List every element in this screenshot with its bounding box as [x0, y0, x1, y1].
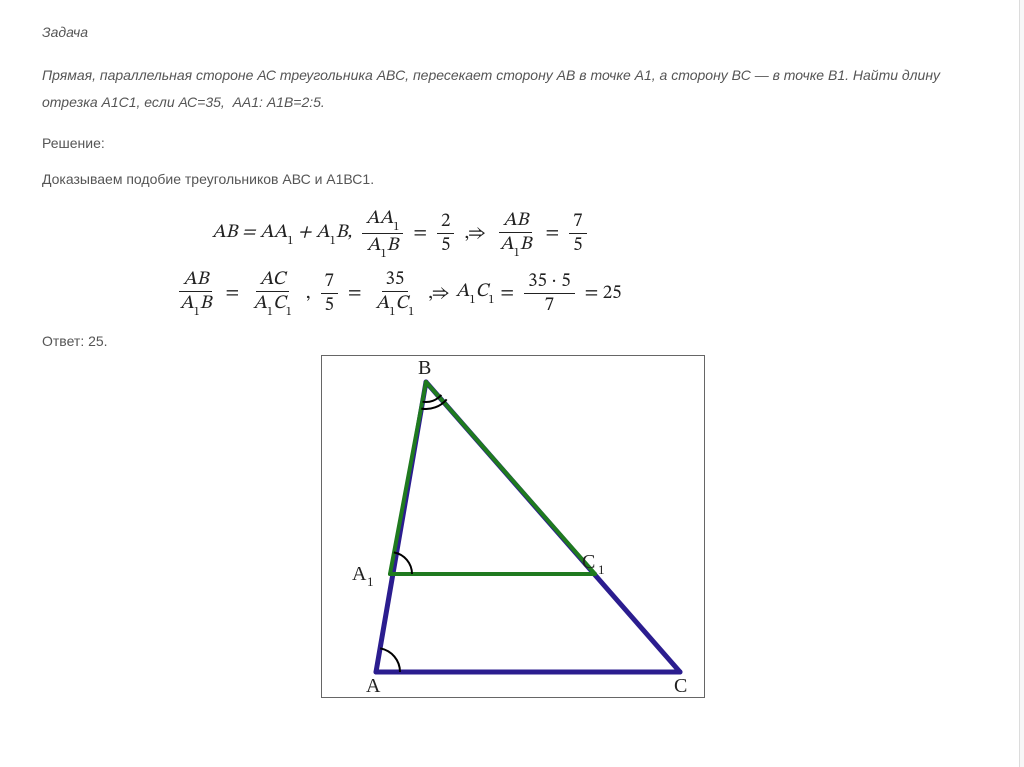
svg-text:1: 1: [598, 562, 605, 577]
svg-text:C: C: [674, 675, 687, 694]
proof-statement: Доказываем подобие треугольников АВС и А…: [42, 171, 984, 187]
svg-text:1: 1: [367, 574, 374, 589]
scrollbar-edge: [1019, 0, 1024, 767]
svg-text:A: A: [352, 563, 367, 585]
triangle-diagram: ABCA1C1: [321, 355, 705, 698]
math-block: AB = AA1 + A1B, AA1 A1B = 2 5 ,⇒ AB A1B …: [212, 209, 984, 316]
problem-title: Задача: [42, 24, 984, 40]
math-line-2: AB A1B = AC A1C1 , 7 5 = 35 A1C1 ,⇒ A1C1…: [172, 270, 984, 316]
math-line-1: AB = AA1 + A1B, AA1 A1B = 2 5 ,⇒ AB A1B …: [212, 209, 984, 258]
svg-text:B: B: [418, 357, 431, 379]
svg-text:A: A: [366, 675, 381, 694]
answer-label: Ответ: 25.: [42, 333, 984, 349]
solution-heading: Решение:: [42, 135, 984, 151]
problem-statement: Прямая, параллельная стороне АС треуголь…: [42, 62, 984, 115]
svg-text:C: C: [582, 551, 595, 573]
